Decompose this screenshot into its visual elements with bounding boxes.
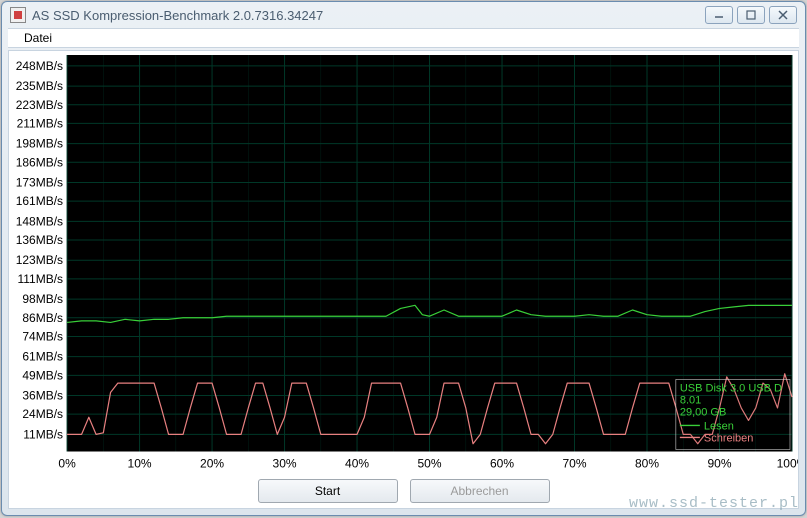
svg-text:Schreiben: Schreiben: [704, 433, 754, 445]
svg-text:86MB/s: 86MB/s: [22, 311, 63, 325]
svg-text:30%: 30%: [273, 457, 297, 471]
cancel-button: Abbrechen: [410, 479, 550, 503]
svg-text:10%: 10%: [128, 457, 152, 471]
svg-text:40%: 40%: [345, 457, 369, 471]
svg-text:100%: 100%: [777, 457, 798, 471]
svg-text:Lesen: Lesen: [704, 421, 734, 433]
svg-text:29,00 GB: 29,00 GB: [680, 407, 726, 419]
window-controls: [705, 6, 797, 24]
svg-text:24MB/s: 24MB/s: [22, 408, 63, 422]
content-area: 11MB/s 24MB/s 36MB/s 49MB/s 61MB/s 74MB/s 86MB…: [8, 50, 799, 509]
svg-text:223MB/s: 223MB/s: [16, 98, 63, 112]
close-button[interactable]: [769, 6, 797, 24]
svg-text:136MB/s: 136MB/s: [16, 234, 63, 248]
svg-text:USB Disk 3.0 USB D: USB Disk 3.0 USB D: [680, 383, 782, 395]
svg-text:123MB/s: 123MB/s: [16, 254, 63, 268]
menubar: Datei: [8, 28, 799, 48]
svg-text:161MB/s: 161MB/s: [16, 195, 63, 209]
svg-text:74MB/s: 74MB/s: [22, 330, 63, 344]
svg-text:235MB/s: 235MB/s: [16, 80, 63, 94]
svg-text:90%: 90%: [707, 457, 731, 471]
svg-text:8.01: 8.01: [680, 395, 701, 407]
svg-text:111MB/s: 111MB/s: [17, 272, 63, 286]
titlebar[interactable]: AS SSD Kompression-Benchmark 2.0.7316.34…: [2, 2, 805, 28]
start-button[interactable]: Start: [258, 479, 398, 503]
app-icon: [10, 7, 26, 23]
svg-text:70%: 70%: [563, 457, 587, 471]
svg-text:186MB/s: 186MB/s: [16, 156, 63, 170]
svg-text:20%: 20%: [200, 457, 224, 471]
svg-text:36MB/s: 36MB/s: [22, 389, 63, 403]
chart-container: 11MB/s 24MB/s 36MB/s 49MB/s 61MB/s 74MB/s 86MB…: [9, 51, 798, 474]
svg-text:49MB/s: 49MB/s: [22, 369, 63, 383]
svg-text:173MB/s: 173MB/s: [16, 176, 63, 190]
svg-text:98MB/s: 98MB/s: [22, 293, 63, 307]
watermark: www.ssd-tester.pl: [629, 495, 799, 512]
menu-file[interactable]: Datei: [16, 29, 60, 47]
minimize-button[interactable]: [705, 6, 733, 24]
compression-chart: 11MB/s 24MB/s 36MB/s 49MB/s 61MB/s 74MB/s 86MB…: [9, 51, 798, 474]
svg-text:50%: 50%: [418, 457, 442, 471]
svg-text:198MB/s: 198MB/s: [16, 137, 63, 151]
svg-text:0%: 0%: [58, 457, 76, 471]
svg-text:61MB/s: 61MB/s: [22, 350, 63, 364]
maximize-button[interactable]: [737, 6, 765, 24]
svg-text:211MB/s: 211MB/s: [17, 117, 63, 131]
svg-text:148MB/s: 148MB/s: [16, 215, 63, 229]
svg-text:11MB/s: 11MB/s: [23, 428, 63, 442]
window-title: AS SSD Kompression-Benchmark 2.0.7316.34…: [32, 8, 705, 23]
app-window: AS SSD Kompression-Benchmark 2.0.7316.34…: [1, 1, 806, 516]
svg-text:60%: 60%: [490, 457, 514, 471]
svg-text:80%: 80%: [635, 457, 659, 471]
svg-text:248MB/s: 248MB/s: [16, 59, 63, 73]
